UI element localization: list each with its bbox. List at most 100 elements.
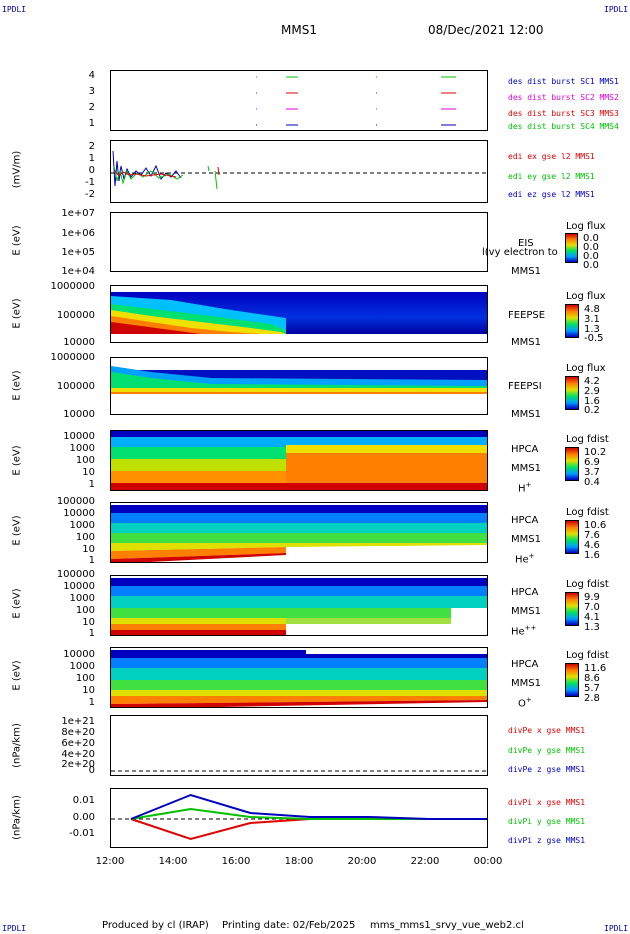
feepse-tick-1e4: 10000 [63, 337, 95, 348]
feepsi-colorbar [565, 376, 579, 410]
eis-cb-v2: 0.0 [583, 242, 599, 253]
divpi-panel [110, 788, 488, 848]
hpca-hepp-ylabel: E (eV) [11, 588, 23, 619]
eis-ylabel: E (eV) [11, 225, 23, 256]
burst-panel [110, 70, 488, 131]
hpca-he-tick-1e3: 1000 [69, 520, 95, 531]
hpca-o-colorbar [565, 663, 579, 697]
hpca-o-sc-label: MMS1 [511, 678, 541, 689]
burst-legend-sc4: des dist burst SC4 MMS4 [508, 122, 619, 131]
hpca-o-spectrogram [111, 648, 487, 707]
hpca-he-species: He+ [515, 552, 535, 566]
hpca-o-cb-v3: 5.7 [584, 683, 600, 694]
xtick-2200: 22:00 [410, 856, 440, 867]
hpca-o-cb-v1: 11.6 [584, 663, 607, 674]
hpca-hepp-cb-v3: 4.1 [584, 612, 600, 623]
hpca-he-sc-label: MMS1 [511, 534, 541, 545]
xtick-1800: 18:00 [284, 856, 314, 867]
feepsi-sc-label: MMS1 [511, 409, 541, 420]
burst-tick-2: 2 [88, 102, 95, 113]
hpca-hepp-spectrogram [111, 576, 487, 635]
divpe-tick-8e20: 8e+20 [61, 727, 95, 738]
hpca-o-ylabel: E (eV) [11, 660, 23, 691]
xtick-1600: 16:00 [221, 856, 251, 867]
feepsi-panel [110, 357, 488, 415]
feepse-ylabel: E (eV) [11, 298, 23, 329]
edi-ylabel: (mV/m) [11, 150, 23, 189]
eis-tick-1e7: 1e+07 [61, 208, 95, 219]
feepsi-colorbar-title: Log flux [566, 363, 606, 374]
hpca-hepp-tick-1e2: 100 [75, 605, 95, 616]
eis-instrument-label: EIS [518, 238, 534, 249]
feepsi-ylabel: E (eV) [11, 370, 23, 401]
eis-colorbar-title: Log flux [566, 221, 606, 232]
hpca-he-spectrogram [111, 503, 487, 562]
hpca-o-instrument-label: HPCA [511, 659, 539, 670]
hpca-hepp-species: He++ [511, 624, 537, 638]
hpca-o-tick-10: 10 [82, 685, 95, 696]
hpca-o-colorbar-title: Log fdist [566, 650, 609, 661]
edi-tick-m2: -2 [85, 189, 95, 200]
divpi-ylabel: (nPa/km) [11, 795, 23, 840]
corner-label-bottom-right: IPDLI [604, 924, 629, 933]
hpca-he-ylabel: E (eV) [11, 515, 23, 546]
burst-tick-4: 4 [88, 70, 95, 81]
hpca-h-tick-1e2: 100 [75, 455, 95, 466]
footer-produced: Produced by cl (IRAP) [102, 920, 209, 931]
corner-label-bottom-left: IPDLI [2, 924, 27, 933]
hpca-o-panel [110, 647, 488, 708]
hpca-h-cb-v3: 3.7 [584, 467, 600, 478]
hpca-o-tick-1e4: 10000 [63, 649, 95, 660]
xtick-2000: 20:00 [347, 856, 377, 867]
eis-tick-1e6: 1e+06 [61, 228, 95, 239]
hpca-hepp-colorbar-title: Log fdist [566, 579, 609, 590]
hpca-h-cb-v2: 6.9 [584, 457, 600, 468]
datetime-title: 08/Dec/2021 12:00 [428, 23, 544, 37]
hpca-hepp-sc-label: MMS1 [511, 606, 541, 617]
eis-panel [110, 212, 488, 272]
hpca-he-tick-1e4: 10000 [63, 508, 95, 519]
hpca-he-cb-v1: 10.6 [584, 520, 607, 531]
edi-traces [111, 150, 487, 190]
hpca-hepp-tick-1e4: 10000 [63, 581, 95, 592]
edi-legend-ex: edi ex gse l2 MMS1 [508, 152, 595, 161]
corner-label-top-left: IPDLI [2, 5, 27, 14]
feepsi-instrument-label: FEEPSI [508, 381, 542, 392]
edi-panel [110, 140, 488, 203]
hpca-h-sc-label: MMS1 [511, 463, 541, 474]
burst-marks [256, 76, 456, 126]
hpca-h-instrument-label: HPCA [511, 444, 539, 455]
burst-tick-3: 3 [88, 86, 95, 97]
hpca-he-panel [110, 502, 488, 563]
corner-label-top-right: IPDLI [604, 5, 629, 14]
xtick-1400: 14:00 [158, 856, 188, 867]
hpca-o-tick-1: 1 [88, 697, 95, 708]
edi-tick-1: 1 [88, 153, 95, 164]
hpca-o-tick-1e3: 1000 [69, 661, 95, 672]
feepsi-cb-v3: 1.6 [584, 396, 600, 407]
divpe-panel [110, 715, 488, 776]
divpi-tick-0: 0.00 [72, 812, 95, 823]
hpca-hepp-cb-v4: 1.3 [584, 622, 600, 633]
feepse-cb-v2: 3.1 [584, 314, 600, 325]
feepsi-cb-v2: 2.9 [584, 386, 600, 397]
hpca-h-tick-1e3: 1000 [69, 443, 95, 454]
hpca-hepp-tick-1: 1 [88, 628, 95, 639]
hpca-he-tick-1e2: 100 [75, 532, 95, 543]
divpe-zero-line [111, 770, 487, 772]
divpi-series-x [130, 818, 487, 841]
hpca-he-tick-1e5: 100000 [56, 496, 95, 507]
edi-tick-0: 0 [88, 165, 95, 176]
hpca-he-cb-v4: 1.6 [584, 550, 600, 561]
divpe-tick-0: 0 [88, 765, 95, 776]
divpe-tick-4e20: 4e+20 [61, 749, 95, 760]
mission-title: MMS1 [281, 23, 317, 37]
eis-colorbar [565, 233, 578, 263]
eis-tick-1e4: 1e+04 [61, 266, 95, 277]
hpca-h-spectrogram [111, 431, 487, 490]
hpca-o-cb-v2: 8.6 [584, 673, 600, 684]
feepse-cb-v1: 4.8 [584, 304, 600, 315]
hpca-he-cb-v2: 7.6 [584, 530, 600, 541]
hpca-h-colorbar-title: Log fdist [566, 434, 609, 445]
footer-printing-date: Printing date: 02/Feb/2025 [222, 920, 356, 931]
